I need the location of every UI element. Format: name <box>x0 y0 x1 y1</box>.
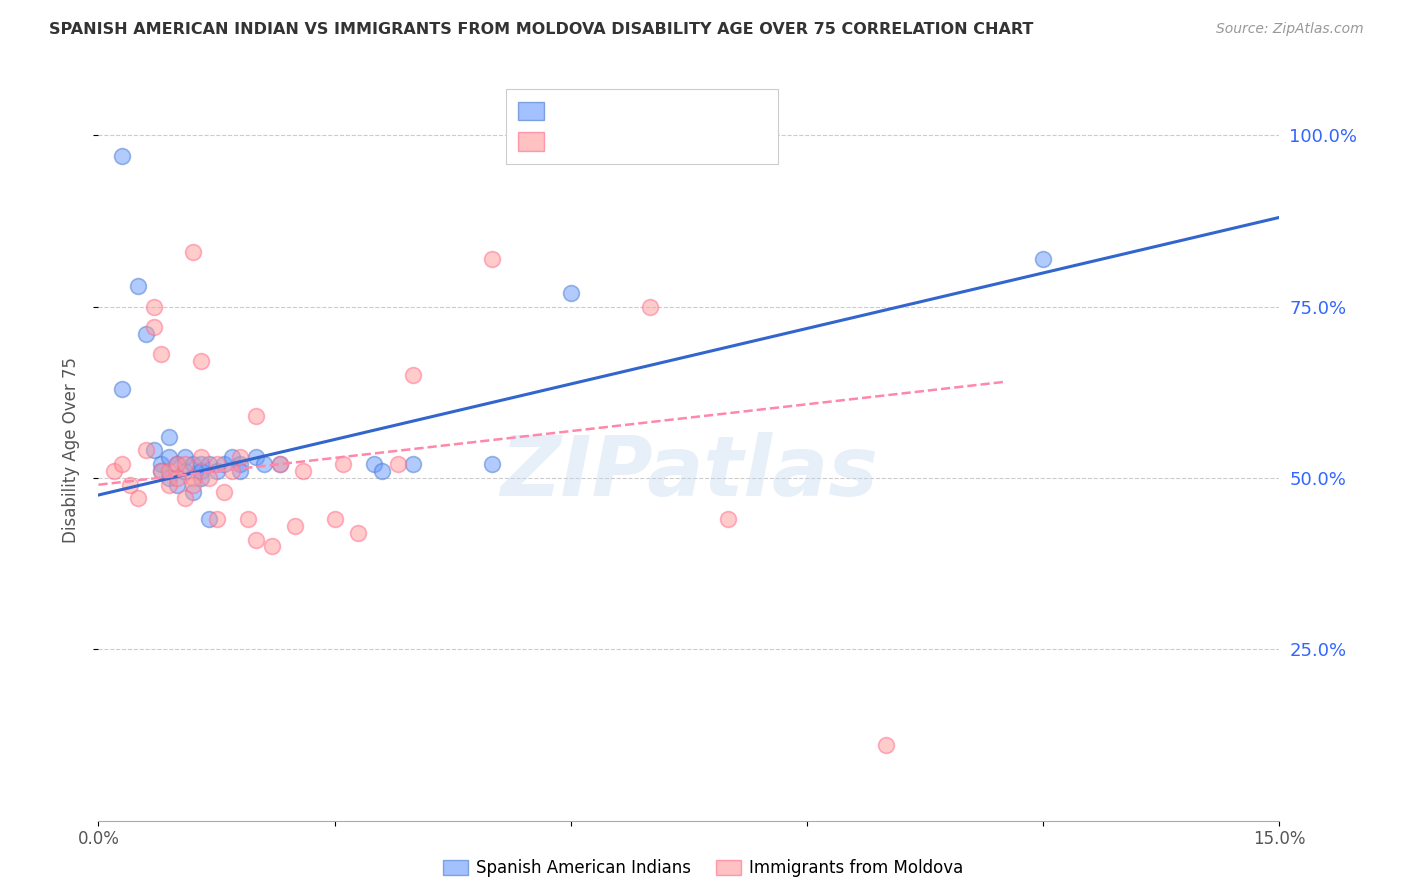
Point <box>190 464 212 478</box>
Point <box>221 450 243 465</box>
Point <box>197 457 219 471</box>
Point <box>111 382 134 396</box>
Point <box>205 512 228 526</box>
Point <box>875 738 897 752</box>
Point <box>260 540 283 554</box>
Point <box>638 300 661 314</box>
Point <box>157 464 180 478</box>
Point <box>229 464 252 478</box>
Text: ZIPatlas: ZIPatlas <box>501 432 877 513</box>
Point <box>205 464 228 478</box>
Point <box>166 471 188 485</box>
Point <box>181 244 204 259</box>
Text: N = 42: N = 42 <box>695 141 758 159</box>
Y-axis label: Disability Age Over 75: Disability Age Over 75 <box>62 358 80 543</box>
Text: Source: ZipAtlas.com: Source: ZipAtlas.com <box>1216 22 1364 37</box>
Point <box>197 471 219 485</box>
Point <box>142 443 165 458</box>
Point <box>269 457 291 471</box>
Point <box>245 450 267 465</box>
Point <box>157 471 180 485</box>
Point <box>236 512 259 526</box>
Point <box>363 457 385 471</box>
Point <box>332 457 354 471</box>
Point <box>387 457 409 471</box>
Point <box>181 477 204 491</box>
Point <box>166 457 188 471</box>
Text: R = 0.222: R = 0.222 <box>553 141 644 159</box>
Point <box>717 512 740 526</box>
Point <box>142 300 165 314</box>
Text: SPANISH AMERICAN INDIAN VS IMMIGRANTS FROM MOLDOVA DISABILITY AGE OVER 75 CORREL: SPANISH AMERICAN INDIAN VS IMMIGRANTS FR… <box>49 22 1033 37</box>
Point <box>181 471 204 485</box>
Point <box>127 491 149 506</box>
Point <box>135 443 157 458</box>
Point <box>150 347 173 361</box>
Point <box>150 457 173 471</box>
Point <box>253 457 276 471</box>
Point <box>157 430 180 444</box>
Point <box>229 457 252 471</box>
Point <box>157 450 180 465</box>
Point <box>221 464 243 478</box>
Text: N = 35: N = 35 <box>695 106 758 124</box>
Point <box>245 409 267 424</box>
Point <box>174 491 197 506</box>
Point <box>229 450 252 465</box>
Point <box>323 512 346 526</box>
Point <box>166 477 188 491</box>
Point <box>481 457 503 471</box>
Point <box>166 457 188 471</box>
Text: R = 0.331: R = 0.331 <box>553 106 644 124</box>
Point <box>111 149 134 163</box>
Point <box>190 471 212 485</box>
Point <box>197 512 219 526</box>
Point <box>402 368 425 382</box>
Point <box>150 464 173 478</box>
Point <box>269 457 291 471</box>
Point <box>174 450 197 465</box>
Point <box>118 477 141 491</box>
Point <box>481 252 503 266</box>
Point <box>190 450 212 465</box>
Point <box>103 464 125 478</box>
Point <box>190 354 212 368</box>
Point <box>181 484 204 499</box>
Point <box>174 464 197 478</box>
Point <box>284 519 307 533</box>
Point <box>402 457 425 471</box>
Point <box>347 525 370 540</box>
Legend:                                     ,                                     : , <box>506 89 778 164</box>
Point <box>371 464 394 478</box>
Point <box>135 326 157 341</box>
Point <box>190 457 212 471</box>
Point <box>292 464 315 478</box>
Point <box>1032 252 1054 266</box>
Point <box>214 457 236 471</box>
Point <box>150 464 173 478</box>
Point <box>174 457 197 471</box>
Point <box>245 533 267 547</box>
Point <box>142 320 165 334</box>
Point <box>157 477 180 491</box>
Point <box>181 457 204 471</box>
Point <box>560 285 582 300</box>
Point <box>111 457 134 471</box>
Point <box>214 484 236 499</box>
Point <box>127 279 149 293</box>
Point <box>205 457 228 471</box>
Legend: Spanish American Indians, Immigrants from Moldova: Spanish American Indians, Immigrants fro… <box>436 853 970 884</box>
